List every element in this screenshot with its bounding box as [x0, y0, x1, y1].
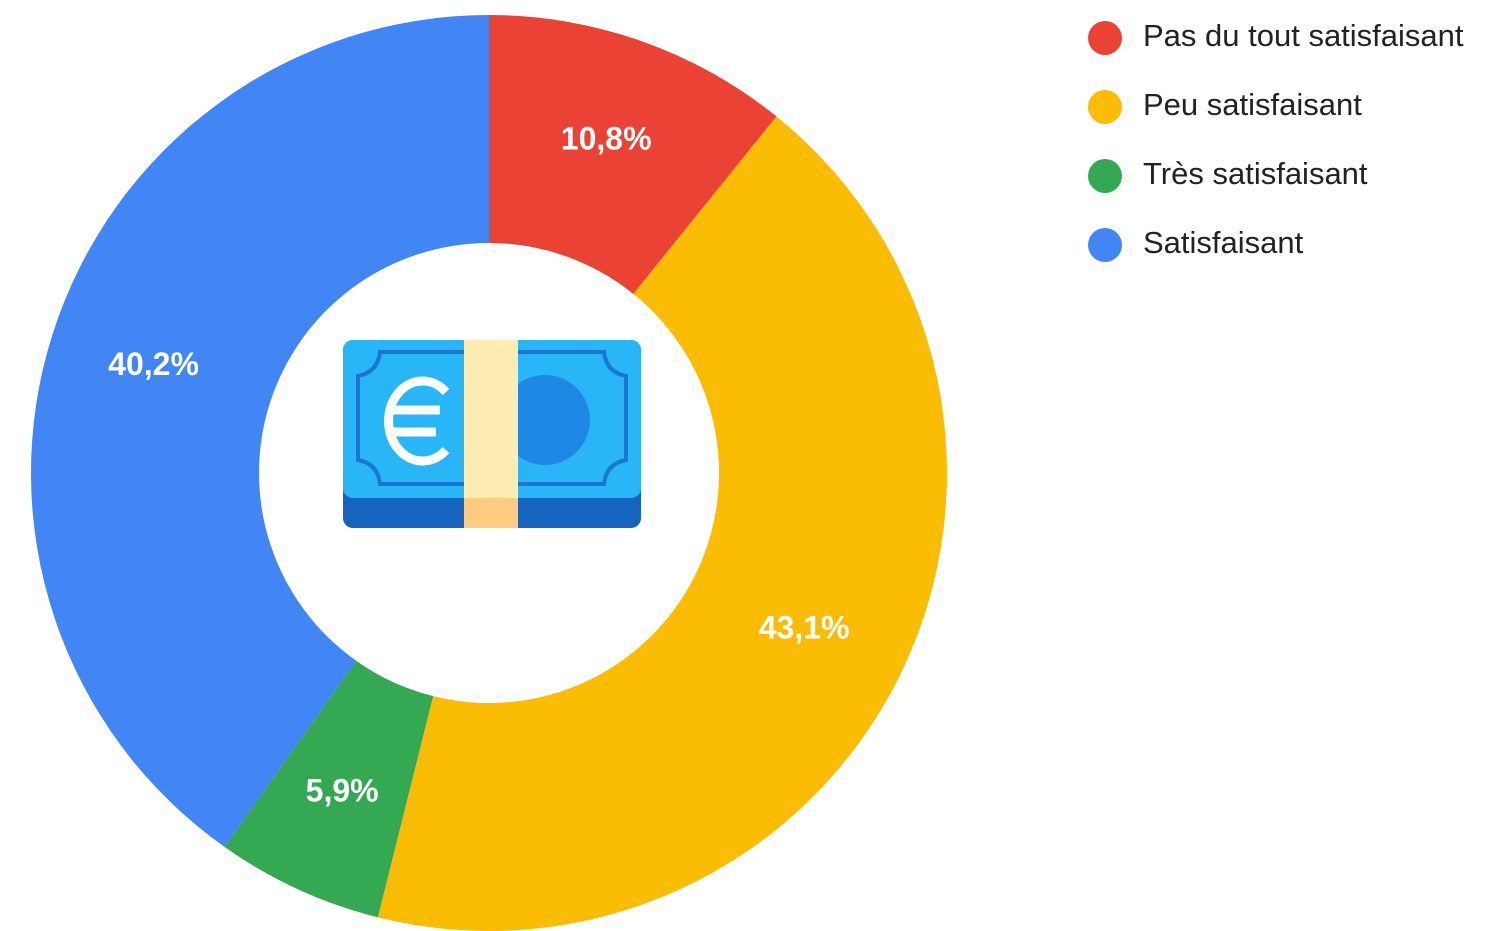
value-label: 10,8% [561, 121, 652, 157]
legend-marker [1088, 159, 1122, 193]
legend-marker [1088, 21, 1122, 55]
euro-sign [384, 376, 450, 466]
slice [30, 15, 489, 847]
value-label: 43,1% [759, 609, 850, 645]
bill-border [356, 350, 628, 486]
slice [377, 116, 947, 931]
value-label: 40,2% [108, 346, 199, 382]
legend-marker [1088, 228, 1122, 262]
legend-label: Satisfaisant [1143, 225, 1304, 260]
legend-label: Très satisfaisant [1143, 156, 1368, 191]
value-label: 5,9% [306, 772, 379, 808]
bill-strap [464, 340, 518, 498]
legend-marker [1088, 90, 1122, 124]
legend-label: Pas du tout satisfaisant [1143, 18, 1464, 53]
slice [224, 660, 434, 918]
bill-circle [500, 375, 590, 465]
center-icon [343, 340, 641, 528]
legend-label: Peu satisfaisant [1143, 87, 1362, 122]
bill-strap-bottom [464, 498, 518, 528]
slice [489, 15, 777, 294]
